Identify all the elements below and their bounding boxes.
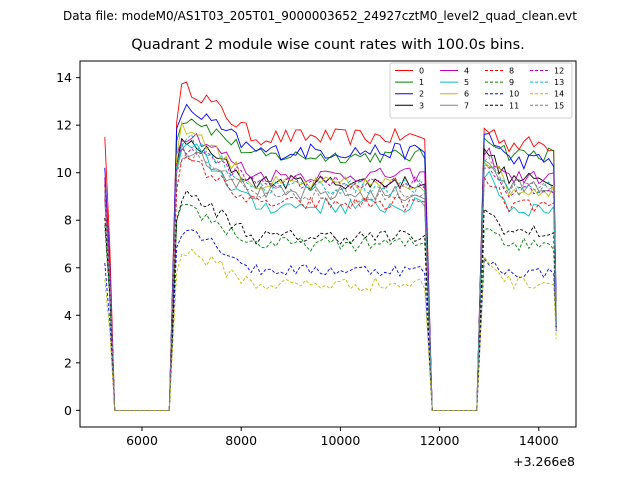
y-tick-label: 6 (64, 260, 72, 275)
legend-label: 2 (419, 90, 424, 99)
x-tick-label: 8000 (225, 433, 257, 448)
y-tick-label: 12 (56, 118, 72, 133)
y-tick-label: 8 (64, 213, 72, 228)
series-line-7 (104, 141, 557, 411)
series-line-2 (104, 103, 557, 411)
legend-label: 10 (509, 90, 519, 99)
series-line-11 (104, 189, 557, 411)
x-offset-label: +3.266e8 (513, 454, 575, 469)
series-line-12 (104, 146, 557, 411)
x-tick-label: 6000 (126, 433, 158, 448)
legend-label: 1 (419, 78, 424, 87)
legend-label: 13 (554, 78, 564, 87)
legend-label: 9 (509, 78, 514, 87)
legend-label: 6 (464, 90, 469, 99)
legend-label: 3 (419, 101, 424, 110)
legend-label: 11 (509, 101, 519, 110)
series-line-14 (104, 248, 557, 411)
series-line-6 (104, 120, 557, 411)
x-tick-label: 14000 (519, 433, 559, 448)
series-line-1 (104, 118, 557, 411)
legend-label: 7 (464, 101, 469, 110)
series-line-0 (104, 81, 557, 411)
axes-frame (79, 60, 577, 428)
chart-title: Quadrant 2 module wise count rates with … (131, 37, 525, 53)
legend-box (389, 62, 573, 119)
legend-label: 5 (464, 78, 469, 87)
series-group (104, 81, 557, 411)
x-tick-label: 10000 (321, 433, 361, 448)
legend-label: 12 (554, 67, 564, 76)
y-tick-label: 10 (56, 165, 72, 180)
y-tick-label: 2 (64, 355, 72, 370)
legend-label: 8 (509, 67, 514, 76)
x-tick-label: 12000 (420, 433, 460, 448)
legend-label: 4 (464, 67, 469, 76)
series-line-10 (104, 229, 557, 411)
legend-label: 0 (419, 67, 424, 76)
legend-label: 14 (554, 90, 564, 99)
series-line-8 (104, 156, 557, 411)
series-line-4 (104, 132, 557, 411)
series-line-13 (104, 133, 557, 411)
series-line-5 (104, 143, 557, 411)
chart-suptitle: Data file: modeM0/AS1T03_205T01_90000036… (63, 9, 577, 23)
y-tick-label: 4 (64, 308, 72, 323)
y-tick-label: 0 (64, 403, 72, 418)
series-line-9 (104, 203, 557, 411)
series-line-15 (104, 151, 557, 411)
y-tick-label: 14 (56, 70, 72, 85)
legend-label: 15 (554, 101, 564, 110)
